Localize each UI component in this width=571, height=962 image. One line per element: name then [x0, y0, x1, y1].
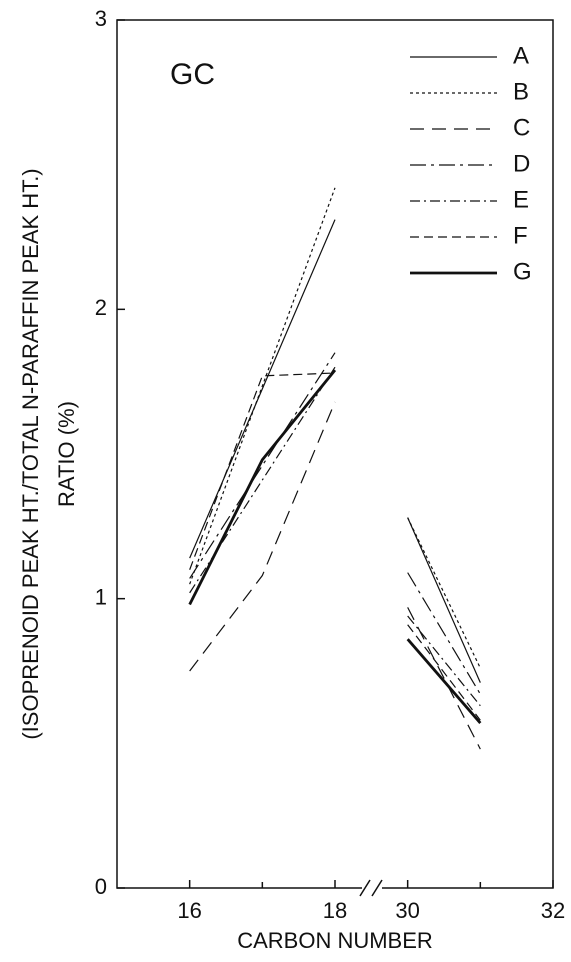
series-line — [189, 372, 336, 570]
legend-label: F — [513, 222, 528, 249]
series-line — [407, 607, 481, 750]
series-line — [189, 187, 336, 585]
series-line — [406, 638, 482, 724]
legend-label: A — [513, 42, 529, 69]
legend-label: B — [513, 78, 529, 105]
series-line — [188, 369, 337, 606]
legend-label: C — [513, 114, 530, 141]
series-line — [407, 517, 481, 683]
series-line — [407, 517, 481, 669]
plot-frame — [116, 19, 554, 889]
x-axis-label: CARBON NUMBER — [237, 928, 433, 953]
y-tick-label: 3 — [95, 6, 107, 31]
y-tick-label: 2 — [95, 295, 107, 320]
y-axis-label: (ISOPRENOID PEAK HT./TOTAL N-PARAFFIN PE… — [18, 168, 43, 739]
y-tick-label: 1 — [95, 584, 107, 609]
series-line — [407, 572, 481, 695]
legend-label: G — [513, 258, 532, 285]
series-line — [189, 219, 336, 559]
series-line — [407, 624, 481, 721]
axis-break — [359, 878, 383, 898]
y-axis-label: RATIO (%) — [54, 401, 79, 507]
legend-label: D — [513, 150, 530, 177]
x-tick-label: 32 — [541, 898, 565, 923]
series-line — [189, 401, 336, 672]
x-tick-label: 16 — [177, 898, 201, 923]
x-tick-label: 30 — [395, 898, 419, 923]
annotation: GC — [170, 58, 215, 91]
series-line — [189, 352, 336, 579]
y-tick-label: 0 — [95, 874, 107, 899]
x-tick-label: 18 — [323, 898, 347, 923]
legend-label: E — [513, 186, 529, 213]
